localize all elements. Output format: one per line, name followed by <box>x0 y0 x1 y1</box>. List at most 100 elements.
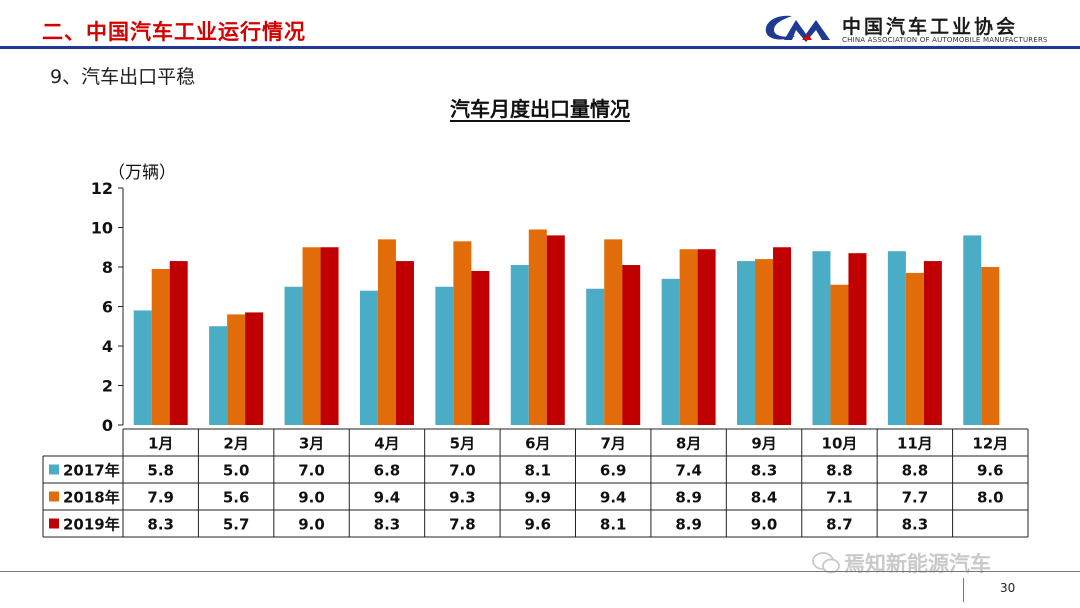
bar-2018年-1月 <box>151 268 170 425</box>
bar-2018年-6月 <box>528 229 547 425</box>
data-label: 8.7 <box>826 516 853 534</box>
data-label: 7.0 <box>449 462 476 480</box>
data-label: 7.4 <box>675 462 702 480</box>
bar-2017年-2月 <box>209 326 228 425</box>
bar-2019年-11月 <box>923 261 942 425</box>
bar-2018年-12月 <box>981 267 1000 425</box>
data-label: 7.7 <box>902 489 929 507</box>
x-tick-label: 6月 <box>525 435 550 453</box>
y-axis-unit: （万辆） <box>108 163 176 183</box>
y-tick-label: 4 <box>102 337 113 356</box>
logo-text: 中国汽车工业协会 <box>842 16 1019 38</box>
data-label: 9.4 <box>374 489 401 507</box>
legend-swatch-2019年 <box>49 518 59 529</box>
footer-rule <box>0 571 1080 572</box>
bar-2019年-6月 <box>546 235 565 425</box>
data-label: 5.0 <box>223 462 250 480</box>
bar-2018年-2月 <box>227 314 246 425</box>
bar-2017年-4月 <box>359 290 378 425</box>
bar-2019年-5月 <box>471 270 490 425</box>
data-label: 9.3 <box>449 489 476 507</box>
header-title: 二、中国汽车工业运行情况 <box>42 20 306 44</box>
page-number: 30 <box>1000 581 1016 595</box>
data-label: 9.9 <box>525 489 552 507</box>
x-tick-label: 2月 <box>223 435 248 453</box>
data-label: 6.8 <box>374 462 401 480</box>
data-label: 9.0 <box>298 489 325 507</box>
x-tick-label: 10月 <box>822 435 858 453</box>
data-label: 5.6 <box>223 489 250 507</box>
bar-2017年-1月 <box>133 310 152 425</box>
y-tick-label: 2 <box>102 377 113 396</box>
logo-subtext: CHINA ASSOCIATION OF AUTOMOBILE MANUFACT… <box>842 36 1048 44</box>
x-tick-label: 11月 <box>897 435 933 453</box>
y-tick-label: 12 <box>91 179 113 198</box>
data-label: 8.0 <box>977 489 1004 507</box>
data-label: 5.8 <box>147 462 174 480</box>
data-label: 7.9 <box>147 489 174 507</box>
data-label: 8.4 <box>751 489 778 507</box>
bar-2019年-7月 <box>622 265 641 425</box>
bar-2019年-4月 <box>395 261 414 425</box>
data-label: 8.9 <box>675 489 702 507</box>
data-label: 9.0 <box>298 516 325 534</box>
bar-2019年-8月 <box>697 249 716 425</box>
data-label: 8.3 <box>751 462 778 480</box>
data-label: 9.6 <box>525 516 552 534</box>
data-label: 8.8 <box>902 462 929 480</box>
bar-2017年-11月 <box>887 251 906 425</box>
logo: 中国汽车工业协会 CHINA ASSOCIATION OF AUTOMOBILE… <box>762 10 1062 46</box>
bar-2017年-3月 <box>284 286 303 425</box>
bar-2018年-8月 <box>679 249 698 425</box>
bar-2019年-2月 <box>245 312 264 425</box>
x-tick-label: 1月 <box>148 435 173 453</box>
bar-2018年-5月 <box>453 241 472 425</box>
data-label: 7.0 <box>298 462 325 480</box>
x-tick-label: 12月 <box>972 435 1008 453</box>
legend-label-2018年: 2018年 <box>63 489 120 507</box>
bar-2018年-11月 <box>905 272 924 425</box>
bar-2018年-4月 <box>377 239 396 425</box>
data-label: 8.1 <box>525 462 552 480</box>
watermark: 焉知新能源汽车 <box>812 548 991 578</box>
x-tick-label: 9月 <box>751 435 776 453</box>
legend-label-2019年: 2019年 <box>63 516 120 534</box>
data-label: 8.1 <box>600 516 627 534</box>
data-label: 7.8 <box>449 516 476 534</box>
bar-2017年-6月 <box>510 265 529 425</box>
x-tick-label: 7月 <box>600 435 625 453</box>
watermark-text: 焉知新能源汽车 <box>844 552 991 576</box>
data-label: 8.8 <box>826 462 853 480</box>
bar-2017年-9月 <box>737 261 756 425</box>
data-label: 8.9 <box>675 516 702 534</box>
x-tick-label: 3月 <box>299 435 324 453</box>
bar-2017年-7月 <box>586 288 605 425</box>
section-title: 9、汽车出口平稳 <box>50 66 196 88</box>
y-tick-label: 6 <box>102 298 113 317</box>
data-label: 7.1 <box>826 489 853 507</box>
legend-label-2017年: 2017年 <box>63 462 120 480</box>
bar-2017年-10月 <box>812 251 831 425</box>
x-tick-label: 5月 <box>450 435 475 453</box>
wechat-icon <box>812 552 840 574</box>
header-rule <box>0 46 1080 49</box>
data-label: 5.7 <box>223 516 250 534</box>
bar-2018年-7月 <box>604 239 623 425</box>
bar-2017年-5月 <box>435 286 454 425</box>
x-tick-label: 8月 <box>676 435 701 453</box>
legend-swatch-2018年 <box>49 491 59 502</box>
data-label: 9.6 <box>977 462 1004 480</box>
caam-logo-icon <box>765 15 830 42</box>
bar-2018年-9月 <box>755 259 774 425</box>
data-label: 9.0 <box>751 516 778 534</box>
data-label: 9.4 <box>600 489 627 507</box>
bar-2019年-10月 <box>848 253 867 425</box>
legend-swatch-2017年 <box>49 464 59 475</box>
bar-2019年-9月 <box>773 247 792 425</box>
bar-2019年-3月 <box>320 247 339 425</box>
y-tick-label: 8 <box>102 258 113 277</box>
bar-2017年-8月 <box>661 278 680 425</box>
bar-2019年-1月 <box>169 261 188 425</box>
y-tick-label: 10 <box>91 219 113 238</box>
